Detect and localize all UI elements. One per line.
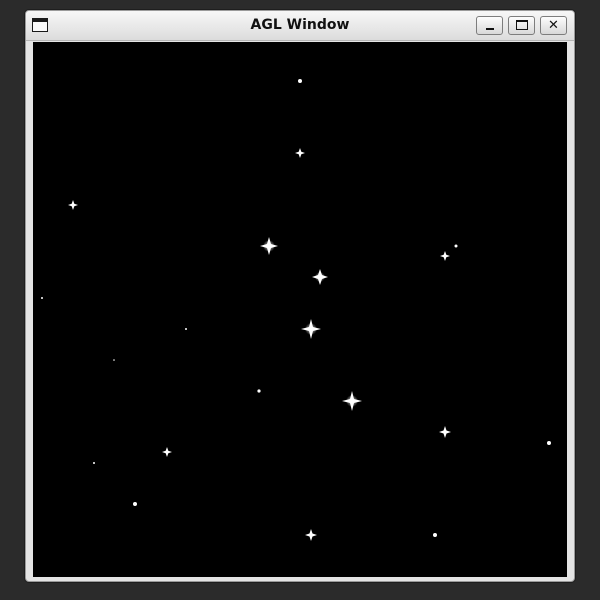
minimize-button[interactable] [476,16,503,35]
window-menu-icon-bar [33,19,47,22]
star-small [113,359,115,361]
star-small [454,244,458,248]
star-medium [440,251,450,261]
star-small [133,502,137,506]
star-medium [305,529,317,541]
star-small [257,389,261,393]
star-large [301,319,321,339]
title-bar[interactable]: AGL Window ✕ [26,11,574,41]
minimize-icon [486,28,494,30]
render-canvas[interactable] [33,42,567,577]
star-large [342,391,362,411]
star-small [547,441,551,445]
star-medium [295,148,305,158]
maximize-button[interactable] [508,16,535,35]
star-large [312,269,328,285]
star-large [260,237,278,255]
star-small [298,79,302,83]
close-icon: ✕ [548,18,559,33]
star-small [93,462,95,464]
star-small [185,328,187,330]
star-small [433,533,437,537]
star-medium [162,447,172,457]
star-medium [439,426,451,438]
star-small [41,297,43,299]
window-menu-icon[interactable] [32,18,48,32]
maximize-icon [516,20,528,30]
star-medium [68,200,78,210]
close-button[interactable]: ✕ [540,16,567,35]
starfield [41,79,551,541]
agl-window: AGL Window ✕ [25,10,575,582]
